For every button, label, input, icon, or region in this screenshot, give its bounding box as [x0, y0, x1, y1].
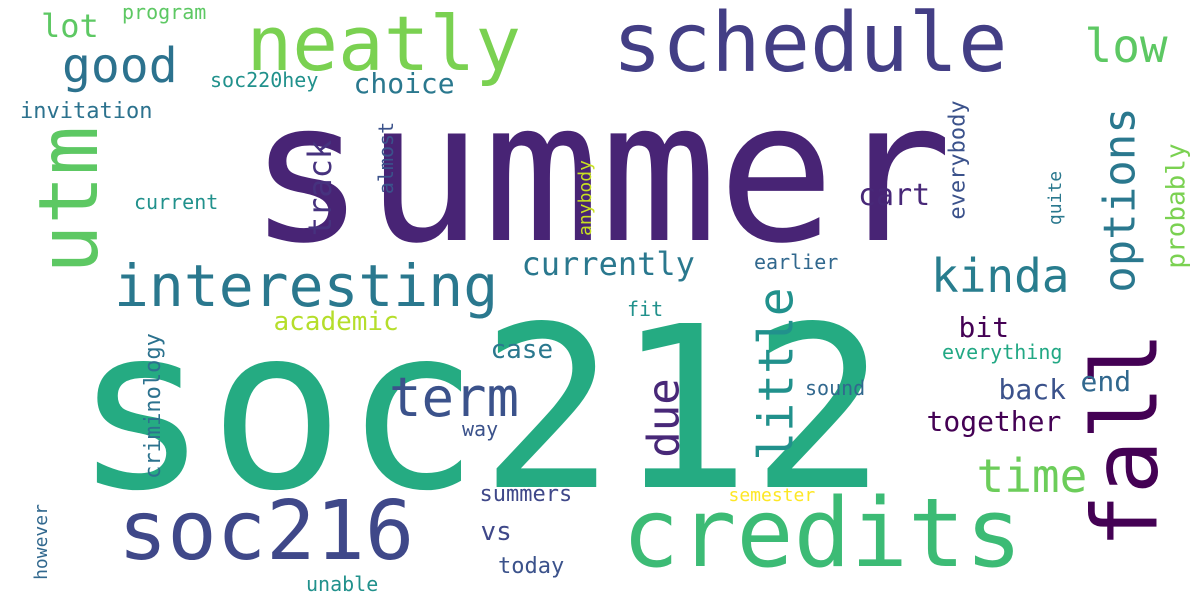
word-currently: currently	[521, 245, 695, 283]
word-utm: utm	[22, 125, 118, 275]
word-sound: sound	[805, 376, 866, 400]
word-criminology: criminology	[140, 333, 166, 479]
word-summers: summers	[479, 482, 573, 507]
word-case: case	[490, 335, 554, 365]
word-semester: semester	[728, 485, 816, 506]
word-interesting: interesting	[114, 252, 499, 320]
word-credits: credits	[622, 478, 1023, 589]
word-academic: academic	[273, 307, 399, 337]
word-invitation: invitation	[20, 99, 153, 124]
word-soc216: soc216	[118, 484, 415, 579]
word-everybody: everybody	[945, 100, 971, 220]
word-lot: lot	[41, 7, 99, 45]
word-good: good	[62, 38, 178, 94]
word-neatly: neatly	[246, 0, 522, 88]
word-however: however	[30, 504, 52, 580]
word-end: end	[1080, 365, 1132, 398]
word-soc212: soc212	[73, 278, 887, 541]
word-low: low	[1084, 19, 1168, 73]
word-summer: summer	[248, 58, 953, 286]
word-options: options	[1094, 107, 1146, 293]
word-due: due	[638, 378, 690, 458]
word-cart: cart	[858, 178, 931, 213]
word-schedule: schedule	[612, 0, 1008, 91]
word-little: little	[748, 287, 805, 461]
word-anybody: anybody	[574, 160, 596, 236]
word-today: today	[498, 554, 565, 579]
word-vs: vs	[480, 517, 512, 547]
word-everything: everything	[942, 340, 1063, 364]
word-program: program	[122, 0, 207, 24]
word-almost: almost	[374, 121, 399, 195]
word-kinda: kinda	[931, 249, 1070, 303]
word-quite: quite	[1045, 170, 1067, 226]
word-track: track	[301, 139, 340, 237]
word-back: back	[998, 373, 1066, 406]
word-current: current	[134, 190, 219, 214]
word-fit: fit	[627, 297, 664, 321]
word-way: way	[462, 417, 499, 441]
word-choice: choice	[353, 67, 455, 100]
word-term: term	[389, 366, 520, 429]
word-together: together	[926, 405, 1062, 438]
word-bit: bit	[958, 311, 1010, 344]
word-probably: probably	[1161, 143, 1192, 269]
word-unable: unable	[306, 572, 379, 596]
word-time: time	[976, 449, 1088, 503]
word-soc220hey: soc220hey	[210, 68, 319, 92]
word-earlier: earlier	[754, 250, 839, 274]
